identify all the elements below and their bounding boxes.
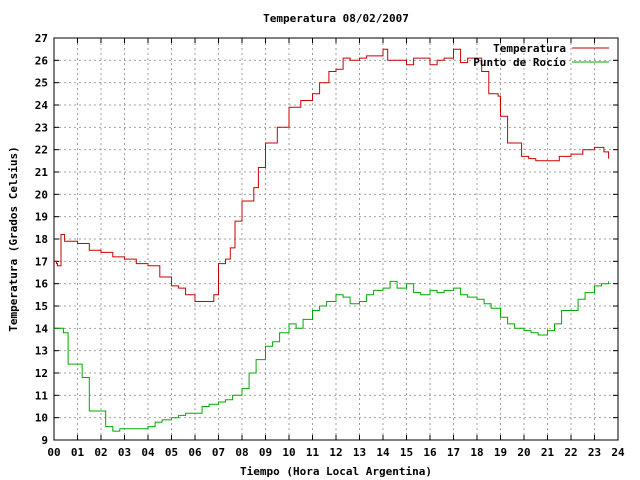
x-tick-label: 07: [212, 446, 225, 459]
chart-title: Temperatura 08/02/2007: [263, 12, 409, 25]
x-tick-label: 14: [376, 446, 390, 459]
series-line-punto-de-rocio: [54, 280, 610, 432]
y-tick-label: 25: [35, 77, 48, 90]
legend-label-punto-de-rocio: Punto de Rocío: [473, 56, 566, 69]
y-tick-label: 15: [35, 300, 48, 313]
x-tick-label: 22: [564, 446, 577, 459]
y-tick-label: 14: [35, 322, 49, 335]
y-tick-label: 23: [35, 121, 48, 134]
y-tick-label: 12: [35, 367, 48, 380]
y-tick-label: 9: [41, 434, 48, 447]
x-tick-label: 20: [517, 446, 530, 459]
y-tick-label: 11: [35, 389, 49, 402]
y-tick-label: 13: [35, 345, 48, 358]
x-tick-label: 23: [588, 446, 601, 459]
y-tick-label: 18: [35, 233, 48, 246]
y-tick-label: 24: [35, 99, 49, 112]
x-tick-label: 04: [141, 446, 155, 459]
series-line-temperatura: [54, 48, 610, 302]
x-tick-label: 08: [235, 446, 248, 459]
x-tick-label: 11: [306, 446, 320, 459]
y-tick-label: 26: [35, 54, 49, 67]
x-tick-label: 02: [94, 446, 107, 459]
legend: Temperatura Punto de Rocío: [473, 42, 609, 69]
x-tick-label: 15: [400, 446, 413, 459]
series-lines: [54, 48, 610, 432]
x-tick-label: 01: [71, 446, 85, 459]
x-tick-label: 19: [494, 446, 507, 459]
x-tick-label: 13: [353, 446, 366, 459]
x-tick-label: 00: [47, 446, 60, 459]
x-tick-label: 17: [447, 446, 460, 459]
x-tick-label: 09: [259, 446, 272, 459]
x-tick-label: 06: [188, 446, 202, 459]
y-tick-label: 10: [35, 412, 48, 425]
x-tick-label: 03: [118, 446, 131, 459]
x-tick-label: 21: [541, 446, 555, 459]
y-axis-label: Temperatura (Grados Celsius): [7, 146, 20, 331]
y-tick-label: 20: [35, 188, 48, 201]
x-tick-label: 24: [611, 446, 625, 459]
y-tick-label: 21: [35, 166, 49, 179]
x-axis-label: Tiempo (Hora Local Argentina): [240, 465, 432, 478]
tick-labels: 00 01 02 03 04 05 06 07 08 09 10 11 12 13 14 15 16 17 18 19…: [35, 32, 625, 459]
x-tick-label: 16: [423, 446, 437, 459]
y-tick-label: 27: [35, 32, 48, 45]
x-tick-label: 05: [165, 446, 178, 459]
x-tick-label: 10: [282, 446, 295, 459]
y-tick-label: 16: [35, 278, 49, 291]
x-tick-label: 18: [470, 446, 483, 459]
x-tick-label: 12: [329, 446, 342, 459]
axis-ticks: [53, 37, 619, 441]
legend-label-temperatura: Temperatura: [493, 42, 566, 55]
y-tick-label: 22: [35, 144, 48, 157]
y-tick-label: 17: [35, 255, 48, 268]
y-tick-label: 19: [35, 211, 48, 224]
